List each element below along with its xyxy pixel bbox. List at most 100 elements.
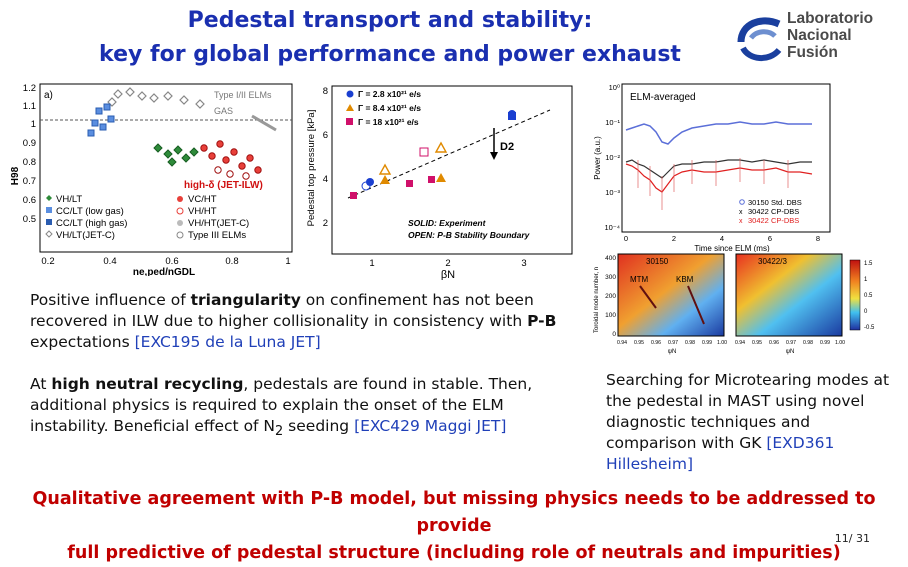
h98-annotation-type: Type I/II ELMs (214, 90, 272, 100)
pressure-note-open: OPEN: P-B Stability Boundary (408, 230, 531, 240)
mtm-kbm-figure: Toroidal mode number, n 400 300 200 100 … (594, 253, 875, 355)
mode-xtick-left: 0.96 (651, 340, 661, 346)
h98-legend-right: VH/HT (188, 206, 217, 217)
h98-legend-left: CC/LT (high gas) (56, 218, 127, 229)
h98-ytick: 0.8 (23, 157, 36, 168)
mode-ytick: 0 (612, 331, 616, 338)
pressure-xtick: 2 (445, 258, 450, 269)
mode-ytick: 400 (605, 255, 616, 262)
h98-ytick: 1 (31, 119, 36, 130)
elm-legend: 30422 CP-DBS (748, 216, 799, 225)
text-span: Searching for Microtearing modes at the … (606, 371, 890, 452)
logo-text-1: Laboratorio (787, 10, 874, 27)
pressure-point (434, 141, 448, 153)
elm-xtick: 6 (768, 234, 772, 243)
pressure-point (378, 163, 392, 175)
legend-marker (45, 230, 53, 238)
elm-legend: 30422 CP-DBS (748, 207, 799, 216)
legend-marker (177, 220, 183, 226)
text-span: expectations (30, 333, 135, 351)
h98-ytick: 0.5 (23, 214, 36, 225)
mode-ylabel: Toroidal mode number, n (594, 267, 600, 333)
text-span: At (30, 375, 52, 393)
elm-ytick: 10⁻⁴ (604, 223, 620, 232)
h98-ytick: 0.9 (23, 138, 36, 149)
h98-legend-right: VH/HT(JET-C) (188, 218, 249, 229)
mode-xtick-left: 0.95 (634, 340, 644, 346)
mode-xtick-left: 0.94 (617, 340, 627, 346)
h98-legend-right: Type III ELMs (188, 230, 246, 241)
pressure-ytick: 8 (323, 86, 328, 97)
pressure-ytick: 6 (323, 130, 328, 141)
mode-ytick: 200 (605, 293, 616, 300)
h98-annotation-gas: GAS (214, 106, 233, 116)
kbm-arrow (687, 285, 705, 325)
legend-marker (346, 104, 354, 111)
subscript: 2 (275, 424, 284, 440)
elm-legend: 30150 Std. DBS (748, 198, 802, 207)
h98-grey-diamonds (107, 87, 205, 109)
pressure-legend: Γ = 2.8 x10²¹ e/s (358, 89, 421, 99)
mode-map-left (617, 253, 725, 337)
mode-xtick-right: 0.96 (769, 340, 779, 346)
legend-marker-x: x (739, 218, 743, 225)
bold-span: triangularity (190, 291, 301, 309)
elm-xtick: 2 (672, 234, 676, 243)
d2-label: D2 (500, 141, 514, 153)
mode-xtick-right: 0.97 (786, 340, 796, 346)
pressure-point (508, 110, 516, 118)
elm-ytick: 10⁻³ (605, 188, 620, 197)
reference-maggi: [EXC429 Maggi JET] (354, 417, 507, 435)
legend-marker (346, 90, 354, 98)
pressure-point (366, 178, 374, 186)
mode-cbar-tick: 0 (864, 309, 868, 315)
elm-averaged-figure: Power (a.u.) 10⁰ 10⁻¹ 10⁻² 10⁻³ 10⁻⁴ 0 2… (593, 83, 831, 252)
pressure-point (428, 176, 435, 183)
d2-arrowhead (490, 152, 498, 160)
mode-kbm-label: KBM (676, 275, 694, 284)
mode-left-label: 30150 (646, 257, 669, 266)
conclusion-line1: Qualitative agreement with P-B model, bu… (32, 489, 876, 536)
title-line2: key for global performance and power exh… (99, 42, 681, 67)
conclusion-line2: full predictive of pedestal structure (i… (67, 543, 841, 563)
h98-ytick: 1.2 (23, 83, 36, 94)
pedestal-pressure-figure: Pedestal top pressure [kPa] 8 6 4 2 1 2 … (306, 85, 573, 280)
h98-xtick: 1 (285, 256, 290, 267)
mode-xtick-left: 0.99 (702, 340, 712, 346)
mode-ytick: 100 (605, 312, 616, 319)
mode-right-label: 30422/3 (758, 257, 787, 266)
h98-ylabel: H98 (10, 166, 21, 185)
text-span: seeding (283, 417, 355, 435)
elm-series-std (625, 121, 812, 145)
elm-xtick: 0 (624, 234, 628, 243)
elm-xtick: 8 (816, 234, 820, 243)
lnf-logo-icon (737, 17, 782, 61)
h98-green-diamonds (153, 143, 199, 167)
h98-xtick: 0.6 (165, 256, 178, 267)
h98-figure: a) 1.2 1.1 1 0.9 0.8 0.7 0.6 0.5 0.2 0.4… (10, 83, 293, 276)
h98-legend-left: VH/LT(JET-C) (56, 230, 115, 241)
legend-marker (176, 207, 184, 215)
h98-panel-label: a) (44, 90, 53, 101)
mode-xtick-right: 0.98 (803, 340, 813, 346)
elm-ylabel: Power (a.u.) (593, 136, 602, 180)
mode-xlabel-left: ψN (668, 349, 677, 355)
legend-marker (46, 219, 52, 225)
legend-marker (739, 199, 745, 205)
elm-ytick: 10⁻¹ (605, 118, 620, 127)
pressure-ytick: 4 (323, 174, 328, 185)
h98-xtick: 0.2 (41, 256, 54, 267)
conclusion: Qualitative agreement with P-B model, bu… (0, 486, 908, 567)
h98-xlabel: ne,ped/nGDL (133, 267, 195, 276)
pressure-point (406, 180, 413, 187)
pressure-legend: Γ = 18 x10²¹ e/s (358, 117, 419, 127)
mode-map-right (735, 253, 843, 337)
h98-gas-arrow (251, 114, 277, 132)
text-span: on confinement has not been recovered in… (30, 291, 534, 330)
pressure-xtick: 1 (369, 258, 374, 269)
legend-marker (46, 207, 52, 213)
mode-xtick-left: 0.97 (668, 340, 678, 346)
pressure-ytick: 2 (323, 218, 328, 229)
mode-cbar-tick: 1.5 (864, 261, 873, 267)
h98-xtick: 0.8 (225, 256, 238, 267)
